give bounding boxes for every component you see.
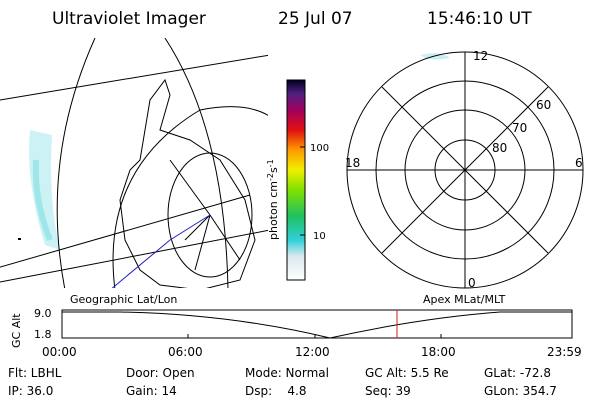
colorbar-unit: photon cm-2s-1 [266,159,280,240]
x-label: 18:00 [421,345,456,359]
hour-label: 12 [473,49,488,63]
x-label: 12:00 [295,345,330,359]
panel-title: Geographic Lat/Lon [70,293,177,306]
lat-label: 60 [536,98,551,112]
title: Ultraviolet Imager [52,9,206,29]
timeline-box [61,309,573,339]
hour-label: 6 [575,156,583,170]
status-field: IP: 36.0 [8,384,53,398]
date: 25 Jul 07 [278,9,353,29]
lat-label: 70 [512,121,527,135]
colorbar [286,79,306,281]
unit-part: photon cm [267,181,280,240]
geo-map [0,38,268,288]
x-label: 06:00 [168,345,203,359]
panel-title: Apex MLat/MLT [423,293,506,306]
axis-label: GC Alt [10,313,23,348]
status-field: Mode: Normal [245,366,329,380]
status-field: Gain: 14 [126,384,177,398]
status-field: Flt: LBHL [8,366,62,380]
unit-exp: -1 [266,159,275,167]
polar-grid [346,51,584,289]
status-field: GLon: 354.7 [484,384,557,398]
colorbar-tick-label: 10 [313,231,326,242]
status-field: Seq: 39 [365,384,411,398]
hour-label: 0 [468,276,476,290]
hour-label: 18 [345,156,360,170]
lat-label: 80 [492,141,507,155]
unit-exp: -2 [266,173,275,181]
y-label: 9.0 [34,307,52,320]
x-label: 00:00 [42,345,77,359]
x-label: 23:59 [547,345,582,359]
y-label: 1.8 [34,328,52,341]
status-field: Dsp: 4.8 [245,384,307,398]
colorbar-tick-label: 100 [310,143,329,154]
status-field: Door: Open [126,366,195,380]
time: 15:46:10 UT [427,9,532,29]
status-field: GC Alt: 5.5 Re [365,366,449,380]
altitude-curve [62,311,572,339]
unit-part: s [267,167,280,173]
status-field: GLat: -72.8 [484,366,551,380]
time-ticks [187,334,442,338]
